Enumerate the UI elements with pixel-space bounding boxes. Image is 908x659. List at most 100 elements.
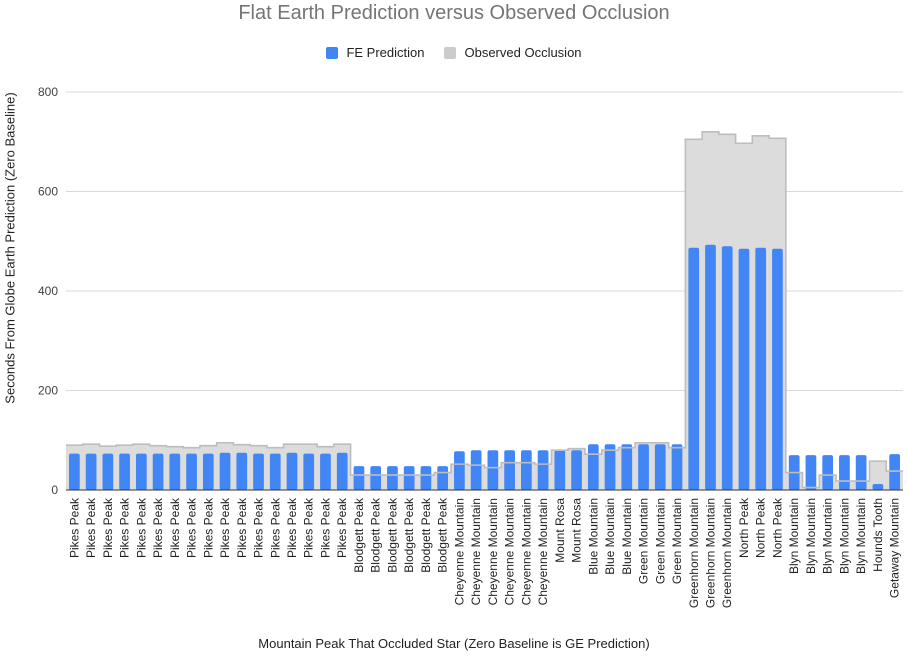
fe-prediction-bar-14 [303, 453, 315, 490]
x-category-label-44: Blyn Mountain [804, 498, 818, 574]
y-tick-label-600: 600 [38, 185, 58, 199]
x-category-label-41: North Peak [754, 497, 768, 558]
x-category-label-43: Blyn Mountain [787, 498, 801, 574]
fe-prediction-bar-21 [420, 466, 432, 490]
x-category-label-7: Pikes Peak [185, 497, 199, 558]
fe-prediction-bar-27 [520, 450, 532, 490]
fe-prediction-bar-36 [671, 444, 683, 490]
fe-prediction-bar-4 [135, 453, 147, 490]
fe-prediction-bar-41 [755, 247, 767, 490]
x-category-label-40: North Peak [737, 497, 751, 558]
x-category-label-2: Pikes Peak [101, 497, 115, 558]
x-category-label-14: Pikes Peak [302, 497, 316, 558]
x-category-label-35: Green Mountain [653, 498, 667, 584]
fe-prediction-bar-12 [269, 453, 281, 490]
x-category-label-36: Green Mountain [670, 498, 684, 584]
fe-prediction-bar-49 [889, 454, 900, 490]
legend-entry-fe-prediction[interactable]: FE Prediction [326, 45, 424, 60]
y-tick-label-200: 200 [38, 384, 58, 398]
fe-prediction-bar-17 [353, 466, 365, 490]
fe-prediction-bar-46 [839, 455, 850, 490]
fe-prediction-bar-9 [219, 452, 231, 490]
fe-prediction-bar-40 [738, 248, 750, 490]
x-category-label-45: Blyn Mountain [821, 498, 835, 574]
x-axis-label: Mountain Peak That Occluded Star (Zero B… [258, 636, 650, 651]
fe-prediction-bar-38 [705, 244, 716, 490]
y-tick-label-400: 400 [38, 284, 58, 298]
x-category-label-47: Blyn Mountain [854, 498, 868, 574]
x-category-label-30: Mount Rosa [570, 498, 584, 563]
legend-label-observed-occlusion: Observed Occlusion [464, 45, 582, 60]
x-category-label-6: Pikes Peak [168, 497, 182, 558]
x-category-label-23: Cheyenne Mountain [452, 498, 466, 605]
fe-prediction-bar-30 [571, 450, 582, 490]
fe-prediction-bar-15 [320, 453, 331, 490]
legend: FE Prediction Observed Occlusion [0, 45, 908, 60]
x-category-label-34: Green Mountain [637, 498, 651, 584]
x-category-label-27: Cheyenne Mountain [519, 498, 533, 605]
x-category-label-0: Pikes Peak [67, 497, 81, 558]
fe-prediction-bar-45 [822, 455, 834, 490]
x-category-label-39: Greenhorn Mountain [720, 498, 734, 608]
x-category-label-26: Cheyenne Mountain [503, 498, 517, 605]
x-category-label-9: Pikes Peak [218, 497, 232, 558]
x-category-label-17: Blodgett Peak [352, 497, 366, 573]
x-category-label-49: Getaway Mountain [888, 498, 902, 598]
fe-prediction-bar-8 [202, 453, 214, 490]
fe-prediction-bar-48 [872, 484, 884, 490]
x-category-label-13: Pikes Peak [285, 497, 299, 558]
chart-title: Flat Earth Prediction versus Observed Oc… [238, 2, 670, 24]
x-category-label-8: Pikes Peak [201, 497, 215, 558]
observed-occlusion-line [66, 131, 903, 489]
fe-prediction-bar-11 [253, 453, 264, 490]
x-category-label-5: Pikes Peak [151, 497, 165, 558]
x-category-label-4: Pikes Peak [134, 497, 148, 558]
fe-prediction-bar-23 [454, 451, 465, 490]
x-category-label-21: Blodgett Peak [419, 497, 433, 573]
x-category-label-37: Greenhorn Mountain [687, 498, 701, 608]
fe-prediction-bar-18 [370, 466, 382, 490]
legend-swatch-fe-prediction [326, 46, 339, 59]
x-category-label-32: Blue Mountain [603, 498, 617, 575]
x-category-label-3: Pikes Peak [118, 497, 132, 558]
fe-prediction-bar-39 [721, 246, 733, 490]
x-category-label-42: North Peak [770, 497, 784, 558]
y-tick-label-0: 0 [51, 483, 58, 497]
fe-prediction-bar-24 [470, 450, 482, 490]
x-category-label-16: Pikes Peak [335, 497, 349, 558]
fe-prediction-bar-32 [604, 444, 616, 490]
fe-prediction-bar-13 [286, 452, 298, 490]
fe-prediction-bar-19 [387, 466, 398, 490]
x-category-label-38: Greenhorn Mountain [703, 498, 717, 608]
fe-prediction-bar-35 [654, 444, 666, 490]
x-category-label-15: Pikes Peak [318, 497, 332, 558]
fe-prediction-bar-31 [587, 444, 599, 490]
x-category-label-18: Blodgett Peak [369, 497, 383, 573]
fe-prediction-bar-10 [236, 452, 248, 490]
legend-swatch-observed-occlusion [444, 46, 457, 59]
fe-prediction-bar-3 [119, 453, 130, 490]
x-category-label-11: Pikes Peak [252, 497, 266, 558]
legend-label-fe-prediction: FE Prediction [346, 45, 425, 60]
fe-prediction-bar-1 [85, 453, 97, 490]
x-category-label-46: Blyn Mountain [837, 498, 851, 574]
x-category-label-28: Cheyenne Mountain [536, 498, 550, 605]
fe-prediction-bar-28 [537, 450, 549, 490]
fe-prediction-bar-6 [169, 453, 181, 490]
fe-prediction-bar-29 [554, 450, 566, 490]
fe-prediction-bar-7 [186, 453, 197, 490]
fe-prediction-bar-42 [772, 248, 783, 490]
x-category-label-48: Hounds Tooth [871, 498, 885, 572]
y-tick-label-800: 800 [38, 85, 58, 99]
fe-prediction-bar-37 [688, 247, 700, 490]
x-category-label-33: Blue Mountain [620, 498, 634, 575]
x-category-label-10: Pikes Peak [235, 497, 249, 558]
x-category-label-29: Mount Rosa [553, 498, 567, 563]
fe-prediction-bar-34 [638, 444, 649, 490]
fe-prediction-bar-47 [855, 455, 867, 490]
legend-entry-observed-occlusion[interactable]: Observed Occlusion [444, 45, 582, 60]
fe-prediction-bar-22 [437, 466, 449, 490]
x-category-label-1: Pikes Peak [84, 497, 98, 558]
fe-prediction-bar-25 [487, 450, 499, 490]
